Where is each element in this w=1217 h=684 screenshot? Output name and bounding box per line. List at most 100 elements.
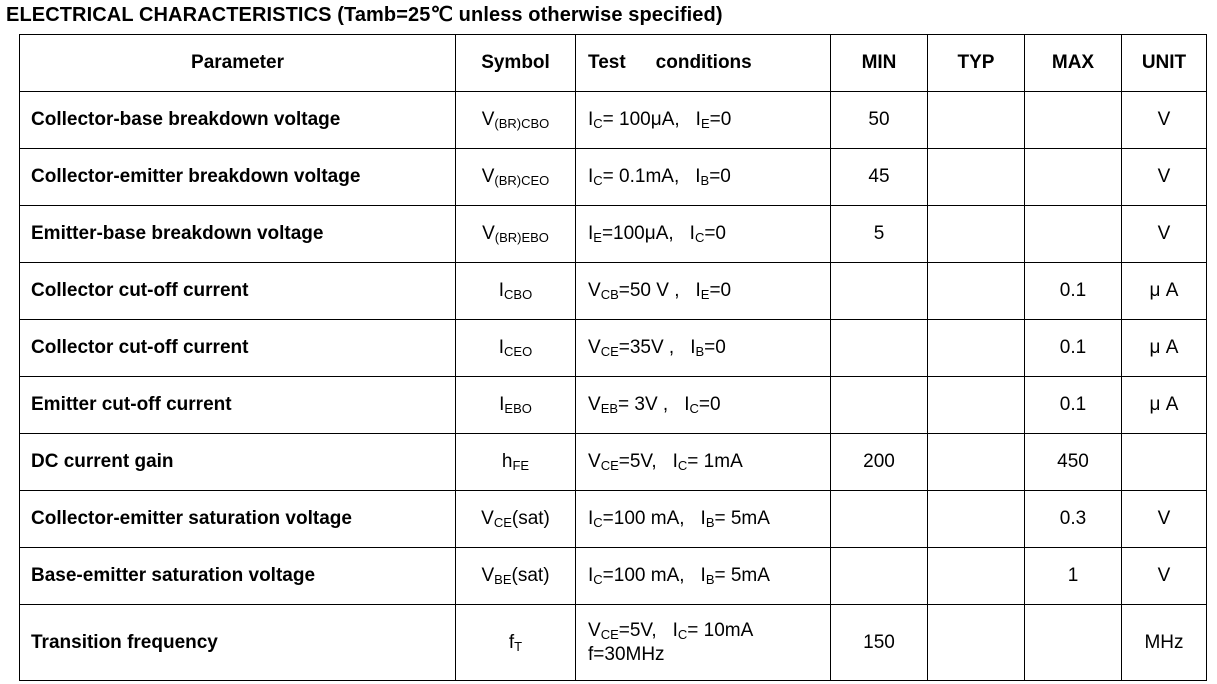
condition-2-symbol: I [695,109,701,130]
parameter-cell: Base-emitter saturation voltage [19,547,456,605]
condition-1-subscript: CE [600,626,619,642]
test-conditions-cell: VCE=5V, IC= 10mA f=30MHz [575,604,831,681]
typ-cell [927,433,1025,491]
table-row: Transition frequency fT VCE=5V, IC= 10mA f=3… [19,604,1207,681]
symbol-subscript: EBO [504,401,532,416]
unit-cell [1121,433,1207,491]
symbol-main: f [508,631,515,653]
condition-2-subscript: B [705,572,715,587]
symbol-subscript: T [514,638,523,654]
table-row: Base-emitter saturation voltage VBE(sat) I… [19,547,1207,605]
condition-1-value: =35V , [618,337,675,358]
condition-2-symbol: I [695,280,701,301]
test-conditions-cell: IC=100 mA, IB= 5mA [575,490,831,548]
min-cell: 45 [830,148,928,206]
min-cell: 5 [830,205,928,263]
condition-1-symbol: V [588,451,601,472]
condition-1-subscript: CE [600,458,619,473]
symbol-cell: hFE [455,433,576,491]
typ-cell [927,490,1025,548]
condition-1-subscript: C [593,515,603,530]
symbol-main: V [481,565,495,586]
condition-2-value: =0 [709,166,731,187]
symbol-main: V [481,109,495,130]
unit-cell: V [1121,148,1207,206]
symbol-cell: fT [455,604,576,681]
condition-2-subscript: C [677,626,688,642]
typ-cell [927,148,1025,206]
header-row: Parameter Symbol Test conditions MIN TYP … [19,34,1207,92]
unit-cell: MHz [1121,604,1207,681]
test-conditions-cell: IC=100 mA, IB= 5mA [575,547,831,605]
table-row: Emitter-base breakdown voltage V(BR)EBO IE… [19,205,1207,263]
test-conditions-cell: IE=100μA, IC=0 [575,205,831,263]
condition-2-symbol: I [672,451,678,472]
parameter-cell: Emitter cut-off current [19,376,456,434]
table-row: Collector cut-off current ICBO VCB=50 V ,I… [19,262,1207,320]
condition-2-symbol: I [700,508,706,529]
min-cell: 200 [830,433,928,491]
condition-1-value: =5V, [618,619,657,641]
condition-2-value: = 5mA [714,565,770,586]
condition-1-symbol: I [588,109,594,130]
typ-cell [927,91,1025,149]
condition-1-subscript: E [593,230,602,245]
symbol-cell: V(BR)CEO [455,148,576,206]
symbol-cell: V(BR)CBO [455,91,576,149]
max-cell [1024,148,1122,206]
symbol-main: V [481,166,495,187]
min-cell [830,319,928,377]
parameter-cell: Transition frequency [19,604,456,681]
symbol-suffix: (sat) [511,565,550,586]
condition-2-subscript: B [700,173,710,188]
test-conditions-cell: VCE=5V, IC= 1mA [575,433,831,491]
condition-1-value: = 0.1mA, [602,166,680,187]
condition-2-subscript: E [700,116,710,131]
condition-2-subscript: C [689,401,699,416]
condition-1-symbol: I [588,508,594,529]
header-test: Test [588,52,626,73]
table-row: DC current gain hFE VCE=5V, IC= 1mA 200 450 [19,433,1207,491]
symbol-subscript: CEO [504,344,533,359]
condition-2-value: = 1mA [687,451,743,472]
symbol-cell: VBE(sat) [455,547,576,605]
min-cell [830,490,928,548]
condition-1-subscript: CB [600,287,619,302]
table-row: Collector-base breakdown voltage V(BR)CBO… [19,91,1207,149]
typ-cell [927,547,1025,605]
unit-cell: μ A [1121,376,1207,434]
test-conditions-cell: IC= 0.1mA, IB=0 [575,148,831,206]
electrical-characteristics-table: Parameter Symbol Test conditions MIN TYP … [19,34,1207,681]
symbol-cell: IEBO [455,376,576,434]
symbol-subscript: CE [493,515,512,530]
condition-2-value: = 10mA [687,619,754,641]
unit-cell: V [1121,547,1207,605]
symbol-subscript: (BR)EBO [494,230,549,245]
condition-1-symbol: V [588,280,601,301]
condition-1-value: = 3V , [618,394,669,415]
condition-2-value: =0 [704,223,726,244]
condition-2-value: =0 [698,394,721,415]
symbol-main: I [498,280,505,301]
condition-2-subscript: C [694,230,705,245]
max-cell: 1 [1024,547,1122,605]
condition-1-symbol: V [588,619,601,641]
condition-2-symbol: I [689,223,695,244]
test-conditions-cell: VEB= 3V , IC=0 [575,376,831,434]
table-row: Emitter cut-off current IEBO VEB= 3V , IC=0… [19,376,1207,434]
condition-1-value: =100μA, [601,223,674,244]
condition-2-subscript: B [695,344,705,359]
max-cell: 0.1 [1024,262,1122,320]
max-cell: 450 [1024,433,1122,491]
condition-1-symbol: I [588,565,594,586]
page-title: ELECTRICAL CHARACTERISTICS (Tamb=25℃ unl… [6,4,723,26]
header-parameter: Parameter [19,34,456,92]
symbol-subscript: (BR)CBO [494,116,550,131]
unit-cell: μ A [1121,262,1207,320]
parameter-cell: Collector-base breakdown voltage [19,91,456,149]
test-conditions-cell: VCE=35V , IB=0 [575,319,831,377]
min-cell [830,262,928,320]
condition-1-value: =50 V , [618,280,680,301]
symbol-subscript: CBO [504,287,533,302]
condition-2-symbol: I [700,565,706,586]
